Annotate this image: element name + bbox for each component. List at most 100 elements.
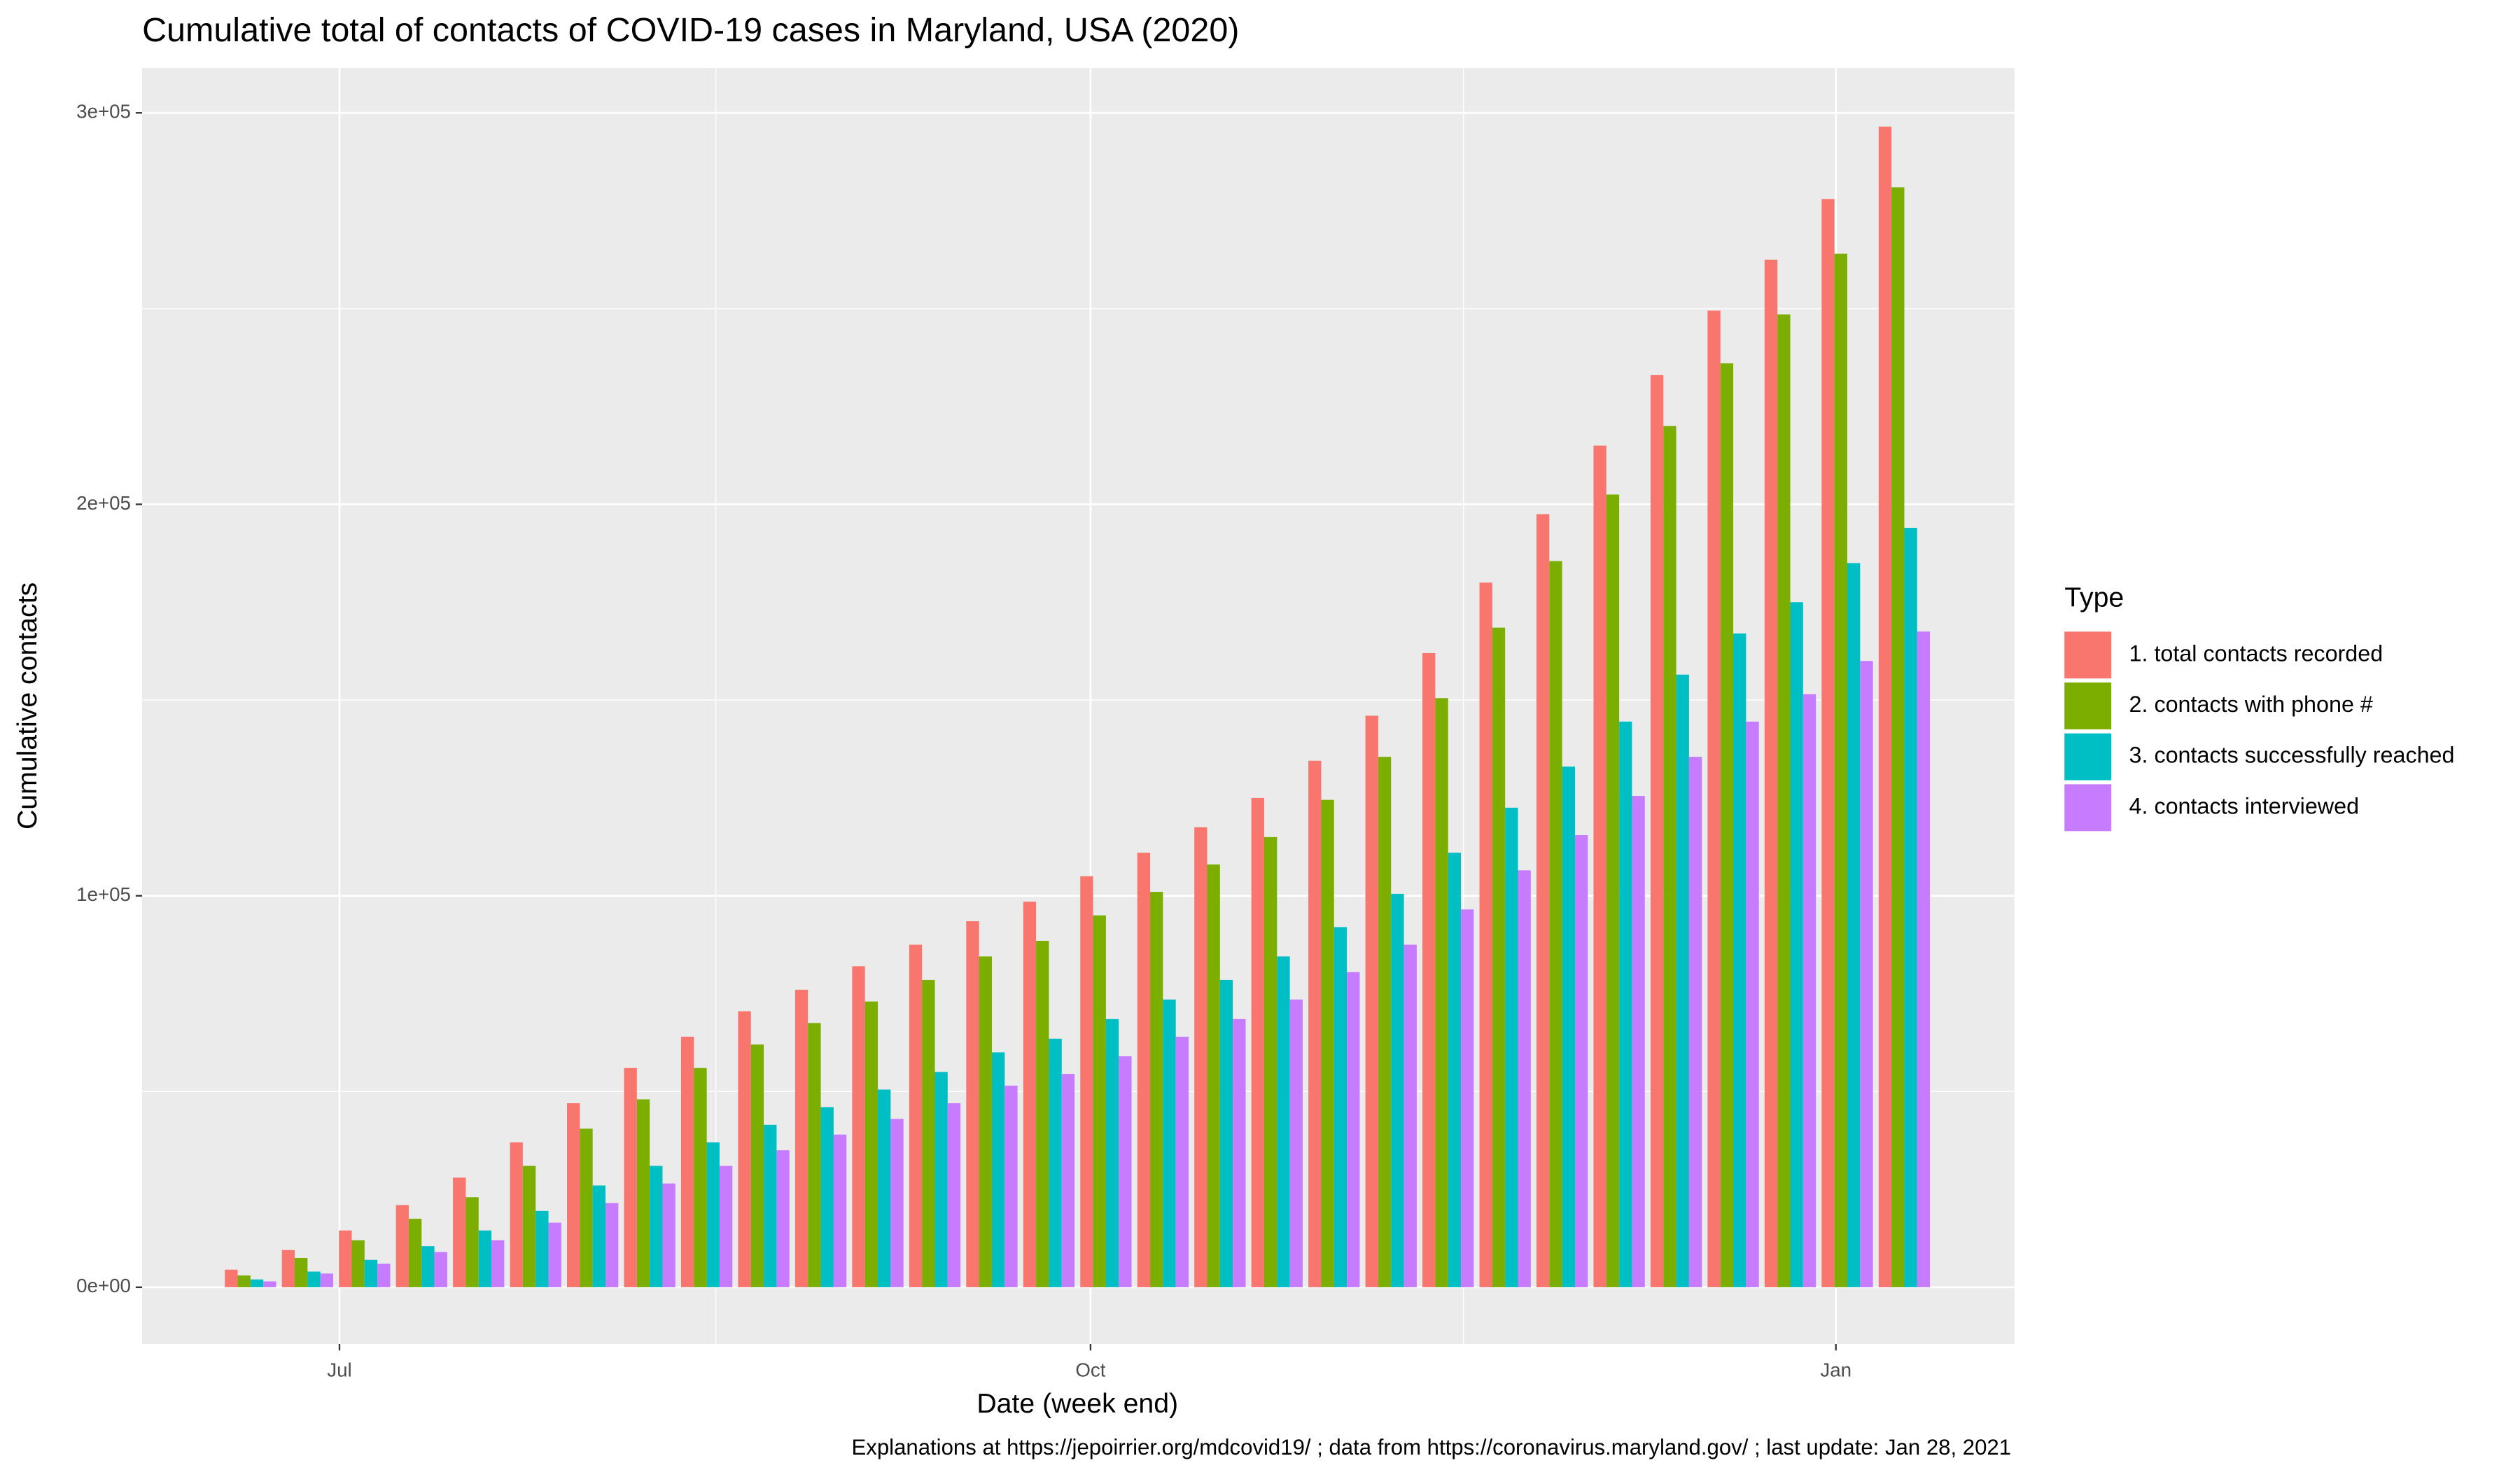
bar (225, 1269, 238, 1287)
bar (864, 1001, 878, 1287)
bar (1289, 999, 1303, 1287)
bar (1321, 799, 1334, 1287)
bar (295, 1257, 308, 1287)
bar (966, 921, 979, 1287)
bar (1619, 721, 1632, 1287)
bar (522, 1166, 536, 1287)
bar (396, 1205, 409, 1287)
y-axis-title: Cumulative contacts (12, 582, 43, 830)
bar (1860, 661, 1873, 1287)
bar (307, 1271, 321, 1287)
bar (833, 1134, 847, 1287)
bar (453, 1177, 466, 1287)
bar (1448, 853, 1462, 1287)
bar (794, 989, 808, 1287)
bar (1461, 909, 1474, 1287)
bar (491, 1240, 505, 1287)
bar (776, 1150, 790, 1287)
bar (890, 1119, 904, 1287)
bar (320, 1273, 333, 1287)
bar (1080, 876, 1093, 1287)
bar (662, 1183, 676, 1287)
x-tick-label: Jan (1820, 1359, 1851, 1381)
bar (979, 956, 992, 1287)
bar (1720, 363, 1734, 1287)
bar (909, 944, 923, 1287)
bar (1404, 944, 1417, 1287)
bar (1365, 715, 1378, 1287)
bar (1119, 1056, 1132, 1287)
bar (1790, 602, 1803, 1287)
bar (1917, 631, 1931, 1287)
bar (820, 1107, 834, 1287)
bar (719, 1166, 733, 1287)
chart-title: Cumulative total of contacts of COVID-19… (142, 11, 1239, 49)
bar (1904, 528, 1917, 1287)
bar (478, 1230, 492, 1287)
bar (1505, 807, 1518, 1287)
bar (1479, 582, 1492, 1287)
bar (1036, 940, 1049, 1287)
bar (1834, 253, 1847, 1287)
bar (237, 1275, 251, 1287)
legend-key (2064, 784, 2112, 832)
legend-key (2064, 682, 2112, 729)
bar (922, 979, 935, 1287)
bar (1093, 915, 1106, 1287)
bar (1105, 1018, 1119, 1287)
bar (606, 1203, 619, 1287)
bar (580, 1128, 593, 1287)
bar (750, 1044, 764, 1287)
bar (1536, 514, 1550, 1287)
legend-title: Type (2064, 582, 2124, 613)
bar (1518, 870, 1531, 1287)
bar (636, 1099, 650, 1287)
bar (878, 1089, 891, 1287)
bar (510, 1142, 523, 1287)
bar (1049, 1038, 1062, 1287)
bar (624, 1068, 637, 1287)
x-axis-title: Date (week end) (976, 1388, 1178, 1419)
bar (1023, 902, 1037, 1287)
bar (434, 1252, 447, 1287)
bar (1391, 893, 1404, 1287)
y-tick-label: 0e+00 (76, 1275, 131, 1296)
y-tick-label: 1e+05 (76, 883, 131, 905)
bar (1777, 314, 1791, 1287)
bar (1847, 563, 1861, 1287)
bar (263, 1281, 276, 1287)
bar (1150, 892, 1163, 1287)
bar (808, 1023, 821, 1287)
bar (1688, 757, 1702, 1287)
bar (947, 1103, 961, 1287)
bar (1606, 494, 1620, 1287)
bar (1891, 187, 1905, 1287)
bar (1746, 721, 1759, 1287)
bar (351, 1240, 365, 1287)
bar (1233, 1018, 1246, 1287)
bar (991, 1052, 1005, 1287)
bar (1676, 674, 1689, 1287)
bar (339, 1230, 352, 1287)
bar (764, 1124, 777, 1287)
bar (1632, 796, 1645, 1287)
y-tick-label: 3e+05 (76, 101, 131, 122)
bar (548, 1222, 561, 1287)
bar (1549, 561, 1562, 1287)
bar (1422, 652, 1436, 1287)
caption: Explanations at https://jepoirrier.org/m… (852, 1435, 2012, 1460)
bar (1347, 972, 1360, 1287)
panel (142, 67, 2015, 1344)
bar (1492, 627, 1506, 1287)
bar (1061, 1074, 1075, 1287)
bar (1308, 760, 1322, 1287)
bar (536, 1210, 549, 1287)
bar (1004, 1085, 1018, 1287)
bar (250, 1279, 264, 1287)
bar (1264, 836, 1278, 1287)
bar (1733, 634, 1746, 1287)
bar (408, 1219, 422, 1287)
bar (567, 1103, 580, 1287)
